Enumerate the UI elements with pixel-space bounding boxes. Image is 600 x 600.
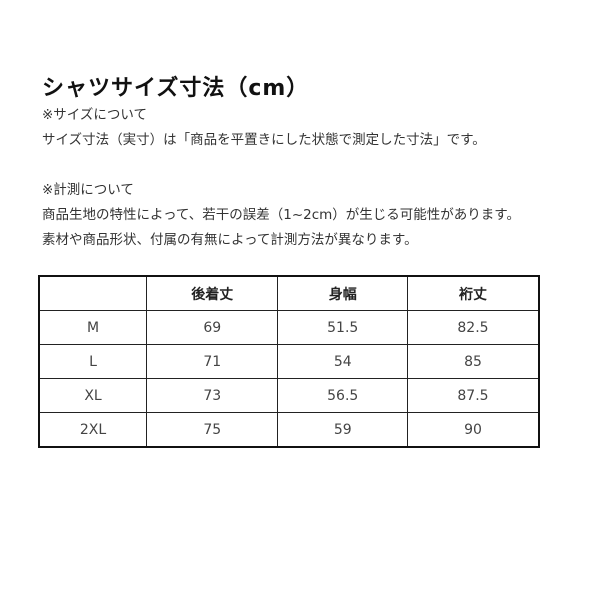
header-sleeve: 裄丈 [406,275,540,311]
header-width: 身幅 [277,275,408,311]
table-row: XL 73 56.5 87.5 [38,378,540,413]
measure-note-text-2: 素材や商品形状、付属の有無によって計測方法が異なります。 [42,232,418,248]
length-cell: 71 [146,344,279,379]
table-row: 2XL 75 59 90 [38,412,540,448]
size-table: 後着丈 身幅 裄丈 M 69 51.5 82.5 L 71 54 85 XL 7… [38,275,540,448]
sleeve-cell: 87.5 [406,378,540,413]
size-note-text: サイズ寸法（実寸）は「商品を平置きにした状態で測定した寸法」です。 [42,132,486,148]
sleeve-cell: 85 [406,344,540,379]
sleeve-cell: 90 [406,412,540,448]
measure-note-text-1: 商品生地の特性によって、若干の誤差（1~2cm）が生じる可能性があります。 [42,207,520,223]
length-cell: 75 [146,412,279,448]
header-size [38,275,148,311]
page-title: シャツサイズ寸法（cm） [42,76,310,101]
size-cell: L [38,344,148,379]
width-cell: 51.5 [277,310,408,345]
size-cell: 2XL [38,412,148,448]
length-cell: 73 [146,378,279,413]
size-note-heading: ※サイズについて [42,107,148,123]
table-row: M 69 51.5 82.5 [38,310,540,345]
length-cell: 69 [146,310,279,345]
width-cell: 56.5 [277,378,408,413]
table-row: L 71 54 85 [38,344,540,379]
width-cell: 59 [277,412,408,448]
size-cell: XL [38,378,148,413]
sleeve-cell: 82.5 [406,310,540,345]
width-cell: 54 [277,344,408,379]
header-length: 後着丈 [146,275,279,311]
measure-note-heading: ※計測について [42,182,134,198]
size-cell: M [38,310,148,345]
table-header-row: 後着丈 身幅 裄丈 [38,275,540,311]
